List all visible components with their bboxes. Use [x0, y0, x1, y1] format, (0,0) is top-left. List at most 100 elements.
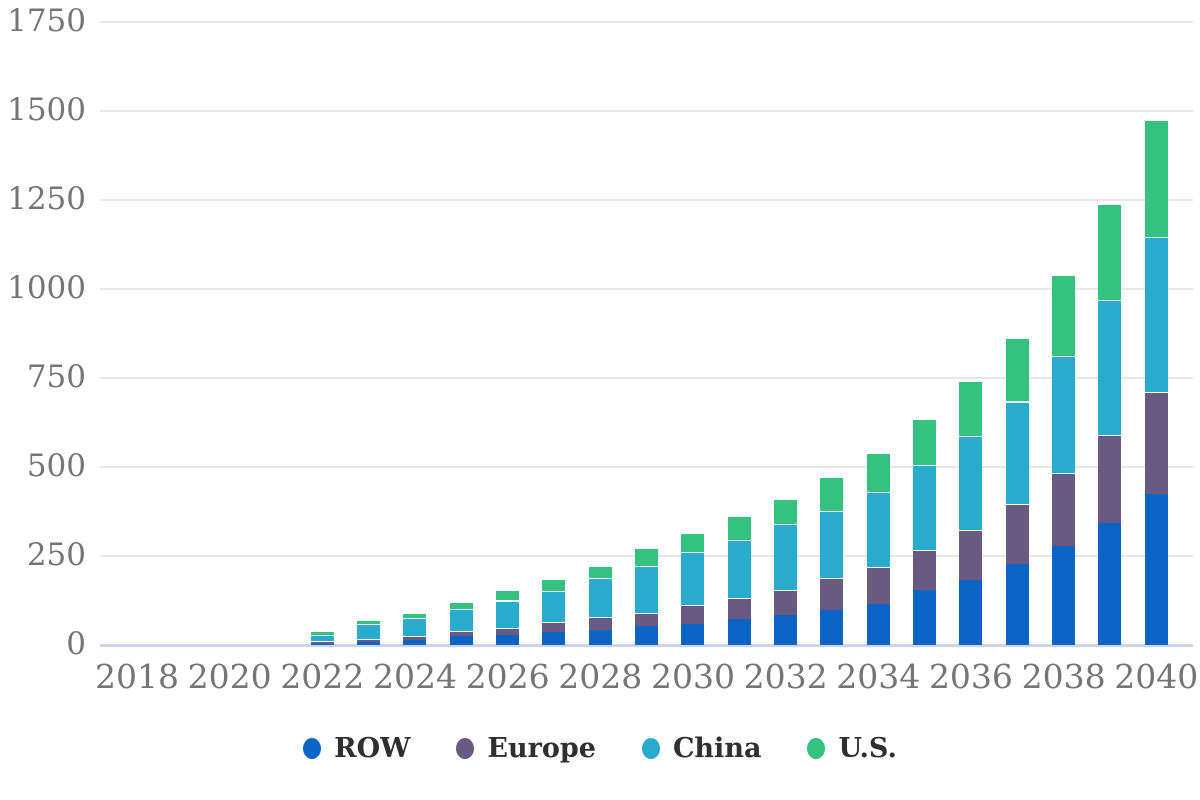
- bar-segment-china-2038[interactable]: [1052, 355, 1076, 474]
- bar-segment-china-2034[interactable]: [866, 491, 890, 567]
- bar-segment-china-2039[interactable]: [1098, 299, 1122, 436]
- bar-segment-us-2038[interactable]: [1052, 274, 1076, 356]
- bar-2039[interactable]: [1098, 204, 1122, 645]
- bar-segment-china-2025[interactable]: [449, 609, 473, 631]
- legend-item-row[interactable]: ROW: [303, 735, 410, 762]
- bar-2037[interactable]: [1005, 337, 1029, 645]
- bar-2038[interactable]: [1052, 274, 1076, 645]
- bar-segment-row-2022[interactable]: [310, 643, 334, 645]
- bar-segment-us-2040[interactable]: [1144, 119, 1168, 238]
- bar-segment-europe-2036[interactable]: [959, 530, 983, 581]
- bar-segment-us-2030[interactable]: [681, 532, 705, 553]
- bar-segment-row-2031[interactable]: [727, 619, 751, 645]
- bar-segment-china-2029[interactable]: [635, 565, 659, 613]
- bar-segment-europe-2022[interactable]: [310, 640, 334, 644]
- bar-segment-row-2032[interactable]: [774, 614, 798, 645]
- bar-2029[interactable]: [635, 548, 659, 645]
- bar-segment-europe-2029[interactable]: [635, 612, 659, 627]
- bar-segment-us-2037[interactable]: [1005, 337, 1029, 402]
- legend-item-europe[interactable]: Europe: [456, 735, 596, 762]
- bar-segment-us-2033[interactable]: [820, 476, 844, 511]
- bar-segment-us-2023[interactable]: [357, 620, 381, 625]
- bar-2031[interactable]: [727, 516, 751, 645]
- bar-segment-row-2036[interactable]: [959, 580, 983, 645]
- bar-segment-china-2031[interactable]: [727, 540, 751, 598]
- bar-segment-row-2027[interactable]: [542, 632, 566, 645]
- bar-segment-china-2030[interactable]: [681, 552, 705, 606]
- bar-segment-us-2025[interactable]: [449, 601, 473, 610]
- bar-segment-europe-2035[interactable]: [913, 550, 937, 591]
- bar-segment-china-2028[interactable]: [588, 577, 612, 617]
- bar-2024[interactable]: [403, 612, 427, 645]
- bar-segment-row-2026[interactable]: [496, 635, 520, 645]
- bar-segment-us-2034[interactable]: [866, 453, 890, 492]
- bar-segment-europe-2026[interactable]: [496, 628, 520, 636]
- bar-segment-china-2022[interactable]: [310, 635, 334, 641]
- bar-segment-us-2028[interactable]: [588, 565, 612, 578]
- bar-segment-china-2026[interactable]: [496, 600, 520, 629]
- bar-segment-europe-2032[interactable]: [774, 589, 798, 615]
- legend-item-china[interactable]: China: [641, 735, 761, 762]
- bar-segment-us-2031[interactable]: [727, 516, 751, 541]
- bar-segment-europe-2028[interactable]: [588, 616, 612, 631]
- legend-item-us[interactable]: U.S.: [807, 735, 897, 762]
- bar-2034[interactable]: [866, 453, 890, 645]
- bar-2036[interactable]: [959, 381, 983, 645]
- bar-segment-us-2022[interactable]: [310, 630, 334, 636]
- bar-segment-us-2032[interactable]: [774, 498, 798, 524]
- bar-segment-china-2027[interactable]: [542, 590, 566, 623]
- bar-segment-row-2029[interactable]: [635, 626, 659, 645]
- bar-segment-europe-2038[interactable]: [1052, 473, 1076, 547]
- bar-2035[interactable]: [913, 418, 937, 645]
- bar-segment-row-2037[interactable]: [1005, 563, 1029, 645]
- bar-segment-china-2036[interactable]: [959, 436, 983, 531]
- bar-2032[interactable]: [774, 498, 798, 645]
- bar-segment-china-2032[interactable]: [774, 523, 798, 590]
- bar-segment-europe-2039[interactable]: [1098, 435, 1122, 524]
- gridline: [100, 377, 1193, 379]
- bar-segment-china-2033[interactable]: [820, 510, 844, 579]
- bar-segment-china-2023[interactable]: [357, 624, 381, 639]
- bar-segment-europe-2040[interactable]: [1144, 391, 1168, 495]
- bar-segment-row-2024[interactable]: [403, 639, 427, 645]
- bar-segment-row-2023[interactable]: [357, 641, 381, 645]
- bar-segment-row-2025[interactable]: [449, 636, 473, 645]
- bar-segment-us-2036[interactable]: [959, 381, 983, 437]
- bar-segment-us-2035[interactable]: [913, 418, 937, 465]
- bar-segment-europe-2025[interactable]: [449, 630, 473, 637]
- bar-segment-europe-2037[interactable]: [1005, 504, 1029, 564]
- bar-segment-europe-2023[interactable]: [357, 638, 381, 642]
- bar-segment-china-2035[interactable]: [913, 464, 937, 551]
- bar-segment-us-2029[interactable]: [635, 548, 659, 566]
- bar-segment-china-2024[interactable]: [403, 617, 427, 637]
- bar-2028[interactable]: [588, 565, 612, 645]
- bar-2025[interactable]: [449, 601, 473, 645]
- bar-segment-row-2028[interactable]: [588, 630, 612, 645]
- bar-segment-europe-2024[interactable]: [403, 636, 427, 640]
- bar-2026[interactable]: [496, 589, 520, 645]
- bar-segment-us-2039[interactable]: [1098, 204, 1122, 300]
- bar-segment-row-2035[interactable]: [913, 590, 937, 645]
- bar-segment-china-2040[interactable]: [1144, 237, 1168, 392]
- bar-segment-row-2034[interactable]: [866, 604, 890, 645]
- bar-2030[interactable]: [681, 532, 705, 645]
- bar-segment-row-2039[interactable]: [1098, 523, 1122, 645]
- bar-2022[interactable]: [310, 630, 334, 645]
- bar-segment-us-2027[interactable]: [542, 579, 566, 591]
- bar-2033[interactable]: [820, 476, 844, 645]
- bar-segment-row-2033[interactable]: [820, 610, 844, 645]
- bar-segment-europe-2034[interactable]: [866, 566, 890, 605]
- bar-2023[interactable]: [357, 620, 381, 645]
- bar-segment-china-2037[interactable]: [1005, 401, 1029, 505]
- bar-segment-row-2040[interactable]: [1144, 494, 1168, 645]
- bar-segment-europe-2031[interactable]: [727, 597, 751, 620]
- bar-2027[interactable]: [542, 579, 566, 645]
- bar-segment-us-2024[interactable]: [403, 612, 427, 618]
- bar-2040[interactable]: [1144, 119, 1168, 645]
- bar-segment-row-2038[interactable]: [1052, 546, 1076, 645]
- bar-segment-row-2030[interactable]: [681, 623, 705, 645]
- bar-segment-us-2026[interactable]: [496, 589, 520, 601]
- bar-segment-europe-2033[interactable]: [820, 578, 844, 611]
- bar-segment-europe-2027[interactable]: [542, 622, 566, 633]
- bar-segment-europe-2030[interactable]: [681, 605, 705, 624]
